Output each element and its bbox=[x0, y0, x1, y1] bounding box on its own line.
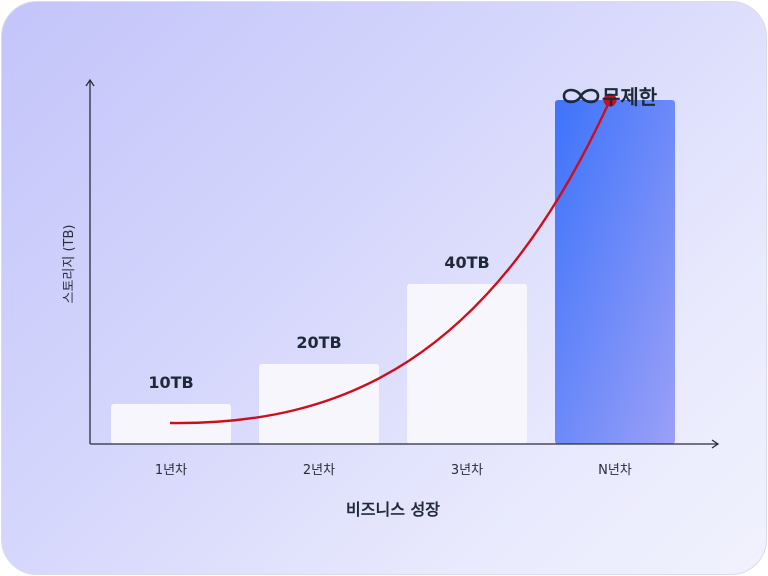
y-axis-arrow bbox=[85, 78, 95, 87]
category-label-4: N년차 bbox=[598, 463, 632, 478]
x-axis-label: 비즈니스 성장 bbox=[346, 500, 440, 519]
x-axis-arrow bbox=[711, 439, 720, 449]
value-label-1: 10TB bbox=[148, 373, 193, 392]
category-label-3: 3년차 bbox=[451, 463, 483, 478]
y-axis-label: 스토리지 (TB) bbox=[62, 225, 77, 304]
category-label-1: 1년차 bbox=[155, 463, 187, 478]
unlimited-label: 무제한 bbox=[602, 85, 658, 109]
value-label-3: 40TB bbox=[444, 253, 489, 272]
infinity-icon bbox=[562, 88, 600, 104]
value-label-2: 20TB bbox=[296, 333, 341, 352]
bar-3 bbox=[407, 284, 527, 444]
curve-end-marker bbox=[603, 93, 617, 107]
unlimited-badge: 무제한 bbox=[562, 85, 658, 109]
category-label-2: 2년차 bbox=[303, 463, 335, 478]
bar-4 bbox=[555, 100, 675, 444]
growth-curve bbox=[169, 99, 612, 425]
